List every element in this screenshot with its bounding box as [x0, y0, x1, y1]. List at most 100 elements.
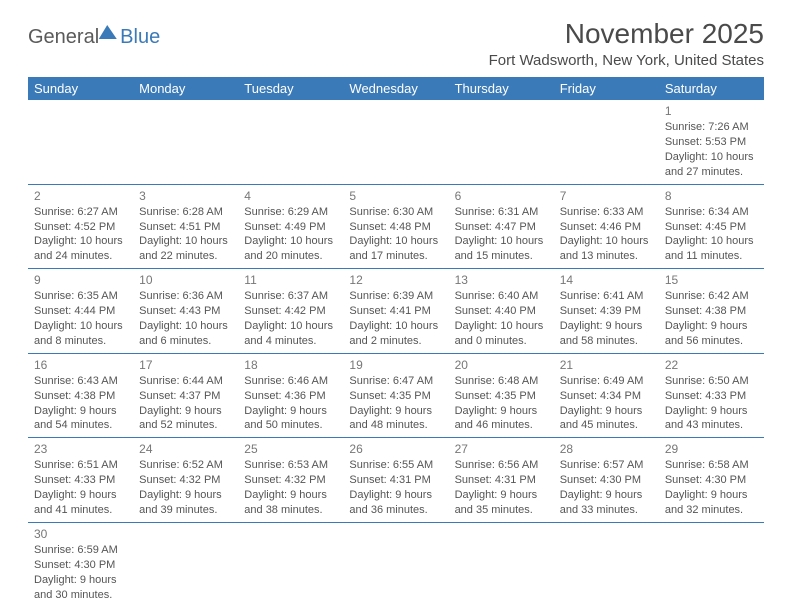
sunrise-text: Sunrise: 6:36 AM	[139, 289, 232, 304]
calendar-day: 22Sunrise: 6:50 AMSunset: 4:33 PMDayligh…	[659, 353, 764, 438]
daylight-text: Daylight: 9 hours and 33 minutes.	[560, 488, 653, 518]
calendar-empty	[343, 522, 448, 606]
sunset-text: Sunset: 4:42 PM	[244, 304, 337, 319]
calendar-empty	[238, 100, 343, 184]
daylight-text: Daylight: 9 hours and 36 minutes.	[349, 488, 442, 518]
calendar-empty	[449, 522, 554, 606]
sunrise-text: Sunrise: 6:47 AM	[349, 374, 442, 389]
daylight-text: Daylight: 9 hours and 39 minutes.	[139, 488, 232, 518]
sunrise-text: Sunrise: 6:53 AM	[244, 458, 337, 473]
sunset-text: Sunset: 4:33 PM	[665, 389, 758, 404]
sunrise-text: Sunrise: 6:30 AM	[349, 205, 442, 220]
calendar-day: 30Sunrise: 6:59 AMSunset: 4:30 PMDayligh…	[28, 522, 133, 606]
calendar-day: 2Sunrise: 6:27 AMSunset: 4:52 PMDaylight…	[28, 184, 133, 269]
day-number: 28	[560, 441, 653, 457]
sunrise-text: Sunrise: 6:31 AM	[455, 205, 548, 220]
sunrise-text: Sunrise: 6:48 AM	[455, 374, 548, 389]
calendar-day: 10Sunrise: 6:36 AMSunset: 4:43 PMDayligh…	[133, 269, 238, 354]
daylight-text: Daylight: 9 hours and 41 minutes.	[34, 488, 127, 518]
calendar-day: 8Sunrise: 6:34 AMSunset: 4:45 PMDaylight…	[659, 184, 764, 269]
day-number: 18	[244, 357, 337, 373]
daylight-text: Daylight: 10 hours and 2 minutes.	[349, 319, 442, 349]
day-number: 14	[560, 272, 653, 288]
daylight-text: Daylight: 9 hours and 54 minutes.	[34, 404, 127, 434]
sunset-text: Sunset: 5:53 PM	[665, 135, 758, 150]
calendar-empty	[343, 100, 448, 184]
day-number: 11	[244, 272, 337, 288]
sunrise-text: Sunrise: 6:50 AM	[665, 374, 758, 389]
calendar-week: 16Sunrise: 6:43 AMSunset: 4:38 PMDayligh…	[28, 353, 764, 438]
sunset-text: Sunset: 4:48 PM	[349, 220, 442, 235]
sunset-text: Sunset: 4:31 PM	[455, 473, 548, 488]
sunrise-text: Sunrise: 6:51 AM	[34, 458, 127, 473]
calendar-day: 20Sunrise: 6:48 AMSunset: 4:35 PMDayligh…	[449, 353, 554, 438]
calendar-day: 29Sunrise: 6:58 AMSunset: 4:30 PMDayligh…	[659, 438, 764, 523]
daylight-text: Daylight: 9 hours and 48 minutes.	[349, 404, 442, 434]
calendar-day: 16Sunrise: 6:43 AMSunset: 4:38 PMDayligh…	[28, 353, 133, 438]
day-number: 26	[349, 441, 442, 457]
day-number: 27	[455, 441, 548, 457]
sunrise-text: Sunrise: 6:41 AM	[560, 289, 653, 304]
calendar-day: 18Sunrise: 6:46 AMSunset: 4:36 PMDayligh…	[238, 353, 343, 438]
sunrise-text: Sunrise: 6:35 AM	[34, 289, 127, 304]
sunset-text: Sunset: 4:30 PM	[34, 558, 127, 573]
calendar-day: 15Sunrise: 6:42 AMSunset: 4:38 PMDayligh…	[659, 269, 764, 354]
day-number: 19	[349, 357, 442, 373]
calendar-day: 17Sunrise: 6:44 AMSunset: 4:37 PMDayligh…	[133, 353, 238, 438]
calendar-day: 1Sunrise: 7:26 AMSunset: 5:53 PMDaylight…	[659, 100, 764, 184]
day-number: 25	[244, 441, 337, 457]
day-number: 17	[139, 357, 232, 373]
sunrise-text: Sunrise: 6:46 AM	[244, 374, 337, 389]
day-header: Monday	[133, 77, 238, 100]
calendar-table: SundayMondayTuesdayWednesdayThursdayFrid…	[28, 77, 764, 606]
calendar-day: 25Sunrise: 6:53 AMSunset: 4:32 PMDayligh…	[238, 438, 343, 523]
sunset-text: Sunset: 4:44 PM	[34, 304, 127, 319]
sunset-text: Sunset: 4:30 PM	[665, 473, 758, 488]
sunrise-text: Sunrise: 6:34 AM	[665, 205, 758, 220]
day-number: 30	[34, 526, 127, 542]
calendar-body: 1Sunrise: 7:26 AMSunset: 5:53 PMDaylight…	[28, 100, 764, 606]
logo: General Blue	[28, 26, 160, 49]
calendar-empty	[554, 100, 659, 184]
calendar-day: 9Sunrise: 6:35 AMSunset: 4:44 PMDaylight…	[28, 269, 133, 354]
calendar-day: 11Sunrise: 6:37 AMSunset: 4:42 PMDayligh…	[238, 269, 343, 354]
sunset-text: Sunset: 4:35 PM	[349, 389, 442, 404]
day-number: 10	[139, 272, 232, 288]
day-number: 16	[34, 357, 127, 373]
calendar-day: 13Sunrise: 6:40 AMSunset: 4:40 PMDayligh…	[449, 269, 554, 354]
calendar-day: 23Sunrise: 6:51 AMSunset: 4:33 PMDayligh…	[28, 438, 133, 523]
calendar-day: 12Sunrise: 6:39 AMSunset: 4:41 PMDayligh…	[343, 269, 448, 354]
daylight-text: Daylight: 9 hours and 32 minutes.	[665, 488, 758, 518]
day-number: 3	[139, 188, 232, 204]
logo-sail-icon	[99, 25, 119, 39]
calendar-day: 7Sunrise: 6:33 AMSunset: 4:46 PMDaylight…	[554, 184, 659, 269]
calendar-week: 23Sunrise: 6:51 AMSunset: 4:33 PMDayligh…	[28, 438, 764, 523]
daylight-text: Daylight: 9 hours and 38 minutes.	[244, 488, 337, 518]
day-number: 7	[560, 188, 653, 204]
calendar-empty	[133, 100, 238, 184]
day-header: Saturday	[659, 77, 764, 100]
daylight-text: Daylight: 10 hours and 13 minutes.	[560, 234, 653, 264]
sunset-text: Sunset: 4:52 PM	[34, 220, 127, 235]
day-number: 29	[665, 441, 758, 457]
calendar-week: 1Sunrise: 7:26 AMSunset: 5:53 PMDaylight…	[28, 100, 764, 184]
sunset-text: Sunset: 4:33 PM	[34, 473, 127, 488]
sunset-text: Sunset: 4:36 PM	[244, 389, 337, 404]
sunset-text: Sunset: 4:39 PM	[560, 304, 653, 319]
daylight-text: Daylight: 10 hours and 6 minutes.	[139, 319, 232, 349]
sunset-text: Sunset: 4:35 PM	[455, 389, 548, 404]
sunrise-text: Sunrise: 6:37 AM	[244, 289, 337, 304]
sunset-text: Sunset: 4:32 PM	[139, 473, 232, 488]
day-header: Friday	[554, 77, 659, 100]
sunrise-text: Sunrise: 6:40 AM	[455, 289, 548, 304]
daylight-text: Daylight: 10 hours and 4 minutes.	[244, 319, 337, 349]
sunrise-text: Sunrise: 6:28 AM	[139, 205, 232, 220]
day-number: 13	[455, 272, 548, 288]
calendar-day: 5Sunrise: 6:30 AMSunset: 4:48 PMDaylight…	[343, 184, 448, 269]
calendar-empty	[659, 522, 764, 606]
calendar-week: 30Sunrise: 6:59 AMSunset: 4:30 PMDayligh…	[28, 522, 764, 606]
logo-text-blue: Blue	[120, 26, 160, 49]
sunset-text: Sunset: 4:38 PM	[665, 304, 758, 319]
sunrise-text: Sunrise: 6:29 AM	[244, 205, 337, 220]
daylight-text: Daylight: 10 hours and 24 minutes.	[34, 234, 127, 264]
